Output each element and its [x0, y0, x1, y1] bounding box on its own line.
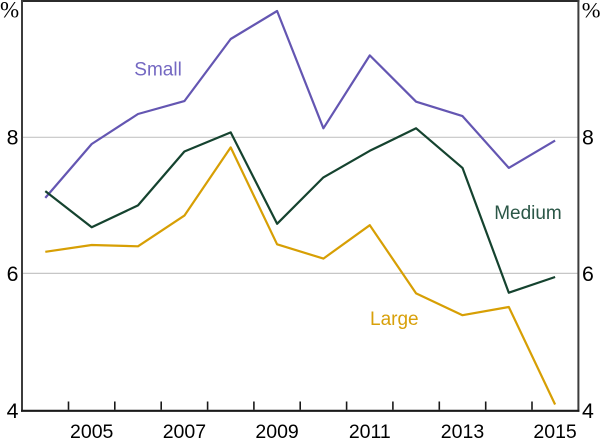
svg-text:6: 6: [7, 262, 19, 286]
svg-text:8: 8: [7, 126, 19, 150]
svg-text:Large: Large: [370, 309, 419, 330]
svg-text:2015: 2015: [533, 421, 577, 440]
svg-text:2013: 2013: [441, 421, 484, 440]
svg-text:%: %: [582, 0, 600, 23]
svg-text:Small: Small: [134, 60, 182, 81]
svg-text:%: %: [0, 0, 19, 22]
svg-text:6: 6: [582, 262, 594, 286]
svg-text:2007: 2007: [163, 421, 206, 440]
svg-text:8: 8: [582, 126, 594, 150]
svg-text:Medium: Medium: [494, 203, 562, 224]
svg-text:2009: 2009: [255, 421, 298, 440]
svg-text:2011: 2011: [349, 421, 391, 440]
svg-text:4: 4: [582, 399, 594, 423]
svg-text:4: 4: [7, 399, 19, 423]
svg-text:2005: 2005: [70, 421, 114, 440]
